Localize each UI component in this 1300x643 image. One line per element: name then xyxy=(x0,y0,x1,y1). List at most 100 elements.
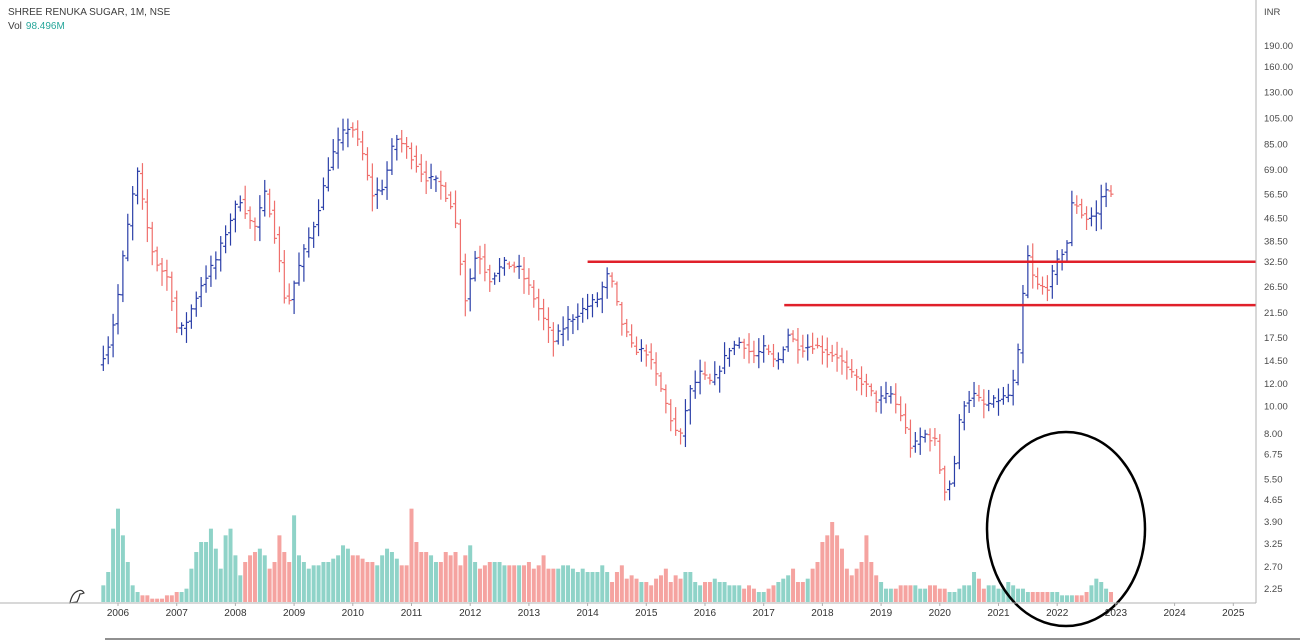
y-tick-label: 85.00 xyxy=(1264,140,1288,151)
volume-bar xyxy=(566,565,571,602)
volume-bar xyxy=(419,552,424,602)
dino-logo-icon xyxy=(69,589,85,604)
ohlc-bar xyxy=(516,254,522,279)
ohlc-bar xyxy=(873,390,879,413)
volume-bar xyxy=(1001,588,1006,602)
ohlc-bar xyxy=(169,271,175,311)
symbol-title: SHREE RENUKA SUGAR, 1M, NSE xyxy=(8,7,171,18)
ohlc-bar xyxy=(130,186,136,241)
volume-bar xyxy=(570,568,575,602)
ohlc-bar xyxy=(678,428,684,445)
volume-bar xyxy=(1074,595,1079,602)
volume-bar xyxy=(605,572,610,602)
volume-bar xyxy=(252,552,257,602)
volume-bar xyxy=(888,588,893,602)
ohlc-bar xyxy=(800,334,806,358)
volume-bar xyxy=(292,515,297,602)
ohlc-bar xyxy=(619,301,625,336)
volume-bar xyxy=(879,582,884,602)
ohlc-bar xyxy=(575,303,581,331)
volume-bar xyxy=(331,558,336,602)
ohlc-bar xyxy=(115,284,121,335)
ohlc-bar xyxy=(306,227,312,258)
volume-bar xyxy=(1109,592,1114,602)
ohlc-bar xyxy=(1054,250,1060,285)
y-tick-label: 6.75 xyxy=(1264,450,1283,461)
ohlc-bar xyxy=(634,336,640,356)
ohlc-bar xyxy=(555,324,561,345)
x-tick-label: 2013 xyxy=(518,608,541,619)
volume-bar xyxy=(849,575,854,602)
ohlc-bar xyxy=(589,294,595,318)
ohlc-bar xyxy=(506,261,512,270)
volume-bar xyxy=(365,562,370,602)
volume-bar xyxy=(673,575,678,602)
volume-bar xyxy=(492,562,497,602)
ohlc-bar xyxy=(291,280,297,315)
ohlc-bar xyxy=(986,389,992,412)
ohlc-bar xyxy=(296,252,302,286)
x-tick-label: 2025 xyxy=(1222,608,1245,619)
ohlc-bar xyxy=(751,340,757,364)
ohlc-bar xyxy=(247,206,253,229)
ohlc-bar xyxy=(810,332,816,354)
volume-bar xyxy=(497,562,502,602)
volume-bar xyxy=(267,568,272,602)
volume-bar xyxy=(316,565,321,602)
volume-bar xyxy=(756,592,761,602)
ohlc-bar xyxy=(477,245,483,275)
ohlc-bar xyxy=(1084,206,1090,230)
volume-bar xyxy=(981,588,986,602)
volume-bar xyxy=(238,575,243,602)
volume-bar xyxy=(306,568,311,602)
ohlc-bar xyxy=(311,221,317,248)
volume-bar xyxy=(908,585,913,602)
volume-bar xyxy=(859,562,864,602)
volume-bar xyxy=(179,592,184,602)
ohlc-bar xyxy=(599,281,605,314)
volume-bar xyxy=(727,585,732,602)
ohlc-bar xyxy=(203,265,209,293)
ohlc-bar xyxy=(1098,184,1104,230)
volume-bar xyxy=(624,578,629,602)
volume-value: 98.496M xyxy=(25,21,65,32)
volume-bar xyxy=(482,565,487,602)
volume-bar xyxy=(556,568,561,602)
ohlc-bar xyxy=(272,200,278,244)
volume-bar xyxy=(947,592,952,602)
volume-bar xyxy=(658,575,663,602)
ohlc-bar xyxy=(144,189,150,243)
volume-bar xyxy=(1030,592,1035,602)
ohlc-bar xyxy=(110,313,116,358)
volume-bar xyxy=(277,535,282,602)
volume-bar xyxy=(1040,592,1045,602)
volume-bar xyxy=(722,582,727,602)
ohlc-bar xyxy=(1079,198,1085,219)
horizontal-levels-layer xyxy=(587,260,1256,307)
volume-bar xyxy=(781,578,786,602)
ohlc-bar xyxy=(174,290,180,333)
volume-bar xyxy=(389,552,394,602)
ohlc-bar xyxy=(829,344,835,362)
volume-bar xyxy=(717,582,722,602)
ohlc-bar xyxy=(668,399,674,432)
volume-bar xyxy=(923,588,928,602)
currency-label: INR xyxy=(1264,7,1281,18)
volume-bar xyxy=(326,562,331,602)
ohlc-bar xyxy=(712,361,718,386)
volume-bar xyxy=(468,545,473,602)
ohlc-bar xyxy=(702,361,708,380)
ohlc-bar xyxy=(545,307,551,343)
volume-bar xyxy=(932,585,937,602)
volume-bar xyxy=(477,568,482,602)
y-tick-label: 10.00 xyxy=(1264,402,1288,413)
volume-bar xyxy=(194,552,199,602)
volume-bar xyxy=(301,562,306,602)
ohlc-bar xyxy=(956,414,962,470)
y-tick-label: 160.00 xyxy=(1264,62,1293,73)
ohlc-bar xyxy=(135,167,141,205)
ohlc-bar xyxy=(682,399,688,448)
volume-bar xyxy=(810,568,815,602)
volume-bar xyxy=(580,568,585,602)
